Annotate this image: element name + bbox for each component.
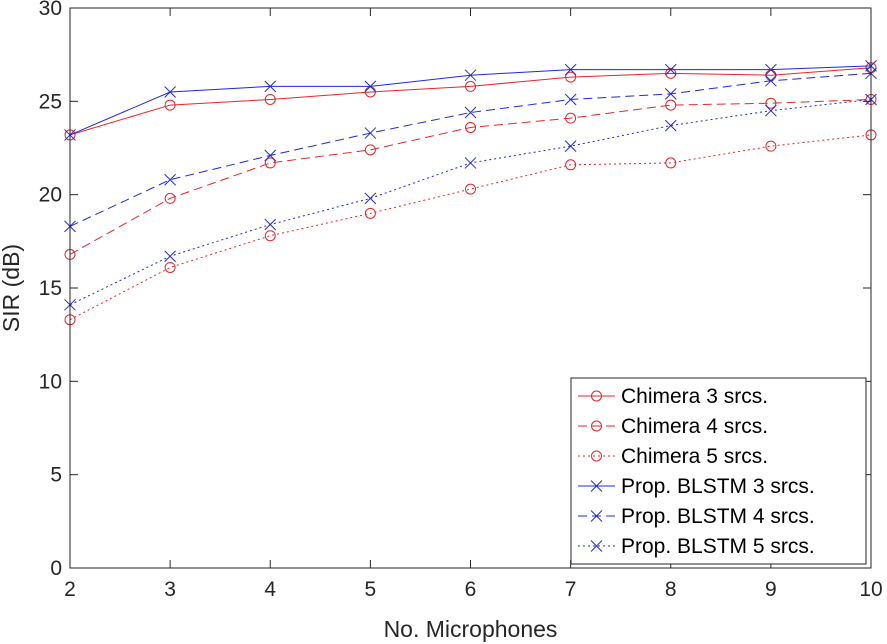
legend-entry: Prop. BLSTM 5 srcs. — [578, 535, 815, 558]
y-tick-label: 15 — [39, 277, 62, 300]
data-point — [665, 157, 677, 169]
legend-entry: Chimera 4 srcs. — [578, 415, 768, 438]
legend-entry: Prop. BLSTM 3 srcs. — [578, 475, 815, 498]
data-point — [164, 99, 176, 111]
series-line — [69, 67, 872, 136]
data-point — [164, 173, 176, 186]
data-point — [565, 112, 577, 124]
series-6 — [64, 93, 877, 311]
data-point — [464, 69, 477, 82]
data-point — [464, 157, 477, 169]
data-point — [564, 140, 577, 152]
data-point — [264, 93, 276, 105]
legend-marker — [590, 510, 603, 522]
x-tick-label: 9 — [765, 578, 777, 601]
data-point — [264, 157, 276, 169]
data-point — [765, 63, 777, 76]
x-tick-label: 6 — [465, 578, 477, 601]
data-point — [264, 230, 276, 242]
data-point — [164, 250, 176, 263]
data-point — [364, 144, 376, 156]
legend: Chimera 3 srcs. Chimera 4 srcs. Chimera 5 … — [570, 377, 867, 565]
legend-label: Prop. BLSTM 5 srcs. — [621, 535, 815, 558]
data-point — [164, 192, 176, 204]
data-point — [264, 218, 277, 231]
legend-marker — [591, 420, 602, 432]
data-point — [264, 149, 277, 162]
series-layer — [64, 60, 877, 326]
data-point — [164, 86, 176, 98]
data-point — [164, 261, 176, 273]
x-tick-label: 3 — [164, 578, 176, 601]
y-tick-label: 10 — [39, 370, 62, 393]
x-tick-label: 4 — [264, 578, 276, 601]
legend-box — [570, 377, 867, 565]
data-point — [364, 207, 376, 219]
data-point — [564, 63, 577, 76]
legend-entry: Chimera 3 srcs. — [578, 385, 768, 408]
x-axis-label: No. Microphones — [384, 616, 558, 642]
data-point — [565, 159, 577, 171]
data-point — [364, 80, 377, 93]
series-line — [69, 72, 872, 227]
legend-marker — [591, 390, 602, 402]
y-tick-label: 20 — [39, 184, 62, 207]
y-axis-label: SIR (dB) — [0, 244, 24, 332]
x-tick-label: 7 — [565, 578, 577, 601]
data-point — [664, 88, 677, 100]
data-point — [765, 97, 777, 109]
legend-label: Prop. BLSTM 3 srcs. — [621, 475, 815, 498]
data-point — [364, 127, 377, 139]
data-point — [665, 99, 677, 111]
data-point — [664, 119, 677, 132]
data-point — [765, 104, 777, 117]
data-point — [664, 63, 677, 76]
data-point — [665, 67, 677, 79]
legend-label: Prop. BLSTM 4 srcs. — [621, 505, 815, 528]
data-point — [565, 71, 577, 83]
data-point — [364, 192, 377, 205]
legend-entry: Chimera 5 srcs. — [578, 445, 768, 468]
series-4 — [64, 60, 877, 141]
series-line — [69, 98, 872, 255]
data-point — [564, 93, 577, 106]
legend-entry: Prop. BLSTM 4 srcs. — [578, 505, 815, 528]
x-tick-label: 10 — [859, 578, 882, 601]
data-point — [465, 183, 476, 195]
legend-marker — [590, 480, 603, 492]
data-point — [765, 140, 777, 152]
data-point — [464, 106, 477, 119]
legend-marker — [590, 540, 603, 552]
legend-marker — [591, 450, 602, 462]
data-point — [765, 74, 777, 87]
y-tick-label: 30 — [39, 0, 62, 20]
data-point — [264, 80, 277, 93]
y-tick-label: 0 — [50, 557, 62, 580]
y-tick-label: 25 — [39, 90, 62, 113]
axes-layer: 2 3 4 5 6 7 8 9 10 0 5 10 15 20 25 30 — [39, 0, 883, 601]
data-point — [465, 121, 476, 133]
x-tick-label: 5 — [365, 578, 377, 601]
y-tick-label: 5 — [50, 464, 62, 487]
x-tick-label: 8 — [665, 578, 677, 601]
x-tick-label: 2 — [64, 578, 76, 601]
legend-label: Chimera 3 srcs. — [621, 385, 768, 408]
legend-label: Chimera 4 srcs. — [621, 415, 768, 438]
data-point — [465, 80, 476, 92]
legend-label: Chimera 5 srcs. — [621, 445, 768, 468]
